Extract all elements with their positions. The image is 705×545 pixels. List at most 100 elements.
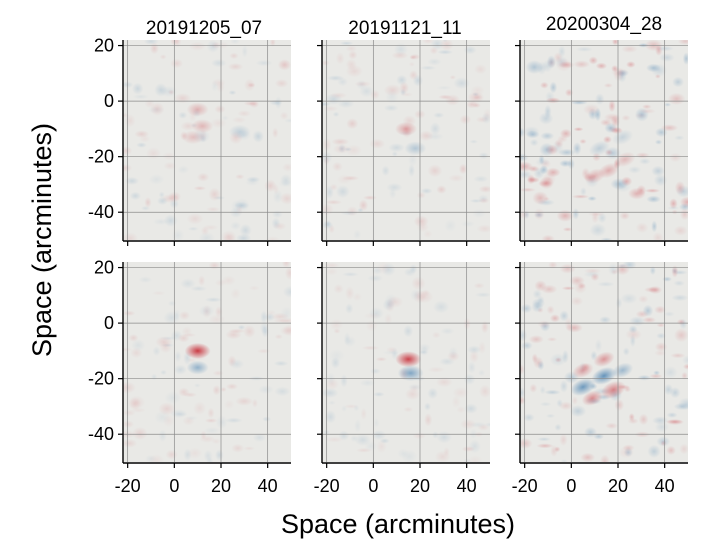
- noise-speckle: [614, 180, 632, 193]
- noise-speckle: [123, 232, 139, 240]
- noise-speckle: [619, 211, 630, 220]
- noise-speckle: [246, 176, 261, 183]
- noise-speckle: [221, 230, 237, 240]
- noise-speckle: [682, 363, 688, 370]
- noise-speckle: [474, 292, 490, 298]
- noise-speckle: [386, 295, 404, 308]
- noise-speckle: [329, 318, 344, 331]
- noise-speckle: [326, 75, 345, 81]
- noise-speckle: [173, 93, 192, 104]
- noise-speckle: [264, 179, 277, 193]
- noise-speckle: [252, 433, 267, 442]
- noise-speckle: [163, 214, 178, 227]
- noise-speckle: [435, 376, 453, 388]
- noise-speckle: [277, 58, 291, 71]
- noise-speckle: [427, 164, 443, 178]
- noise-speckle: [182, 392, 198, 398]
- x-axis-label: Space (arcminutes): [281, 509, 515, 539]
- noise-speckle: [570, 296, 584, 306]
- noise-speckle: [376, 439, 387, 454]
- noise-speckle: [330, 357, 341, 369]
- noise-speckle: [145, 147, 162, 160]
- noise-speckle: [520, 329, 528, 342]
- noise-speckle: [463, 317, 471, 330]
- noise-speckle: [460, 220, 475, 228]
- noise-speckle: [540, 284, 558, 294]
- panel-r0-c1: [317, 40, 490, 246]
- noise-speckle: [188, 41, 207, 51]
- noise-speckle: [163, 161, 177, 170]
- noise-speckle: [571, 194, 590, 199]
- noise-speckle: [533, 208, 545, 221]
- noise-speckle: [556, 209, 574, 222]
- noise-speckle: [426, 132, 444, 141]
- noise-speckle: [165, 449, 178, 460]
- x-tick-label: 0: [566, 476, 576, 496]
- noise-speckle: [595, 62, 608, 70]
- noise-speckle: [679, 208, 688, 221]
- noise-speckle: [638, 158, 651, 165]
- noise-speckle: [252, 130, 264, 143]
- noise-speckle: [642, 104, 652, 110]
- noise-speckle: [621, 45, 638, 53]
- noise-speckle: [193, 186, 207, 191]
- noise-speckle: [539, 176, 555, 190]
- on-subfield-blob: [581, 390, 603, 406]
- noise-speckle: [412, 74, 424, 87]
- noise-speckle: [151, 373, 158, 381]
- noise-speckle: [660, 440, 667, 447]
- noise-speckle: [478, 152, 489, 160]
- noise-speckle: [597, 212, 607, 224]
- noise-speckle: [359, 85, 374, 98]
- noise-speckle: [545, 413, 556, 419]
- on-subfield-blob: [614, 151, 636, 168]
- noise-speckle: [608, 99, 616, 113]
- noise-speckle: [239, 223, 252, 237]
- noise-speckle: [520, 438, 533, 449]
- noise-speckle: [391, 151, 398, 157]
- noise-speckle: [532, 191, 549, 205]
- noise-speckle: [150, 102, 165, 116]
- noise-speckle: [423, 402, 432, 411]
- noise-speckle: [663, 102, 672, 107]
- noise-speckle: [261, 326, 270, 338]
- on-subfield-blob: [593, 351, 615, 367]
- noise-speckle: [124, 176, 140, 185]
- noise-speckle: [476, 224, 490, 233]
- noise-speckle: [478, 384, 490, 399]
- noise-speckle: [590, 272, 600, 282]
- noise-speckle: [667, 92, 686, 106]
- noise-speckle: [654, 305, 666, 314]
- noise-speckle: [423, 229, 433, 239]
- noise-speckle: [561, 349, 569, 364]
- noise-speckle: [178, 111, 188, 119]
- on-subfield-blob: [572, 362, 594, 379]
- noise-speckle: [344, 147, 353, 152]
- column-title-2: 20191121_11: [348, 18, 461, 39]
- noise-speckle: [673, 328, 688, 343]
- noise-speckle: [208, 187, 221, 202]
- noise-speckle: [520, 170, 532, 179]
- noise-speckle: [587, 196, 597, 202]
- noise-speckle: [656, 332, 667, 340]
- y-tick-label: 20: [94, 258, 114, 278]
- noise-speckle: [654, 139, 663, 145]
- noise-speckle: [151, 290, 166, 296]
- noise-speckle: [466, 345, 482, 354]
- noise-speckle: [531, 298, 546, 309]
- panel-r1-c0: [118, 262, 291, 468]
- noise-speckle: [370, 368, 381, 375]
- noise-speckle: [436, 85, 452, 90]
- noise-speckle: [433, 112, 445, 119]
- noise-speckle: [543, 196, 551, 201]
- noise-speckle: [554, 138, 564, 149]
- noise-speckle: [235, 396, 254, 406]
- noise-speckle: [444, 219, 457, 233]
- noise-speckle: [429, 122, 441, 136]
- noise-speckle: [529, 383, 538, 393]
- noise-speckle: [148, 454, 165, 462]
- panel-r0-c0: [118, 40, 291, 246]
- noise-speckle: [588, 56, 598, 65]
- noise-speckle: [669, 152, 682, 163]
- noise-speckle: [473, 282, 485, 289]
